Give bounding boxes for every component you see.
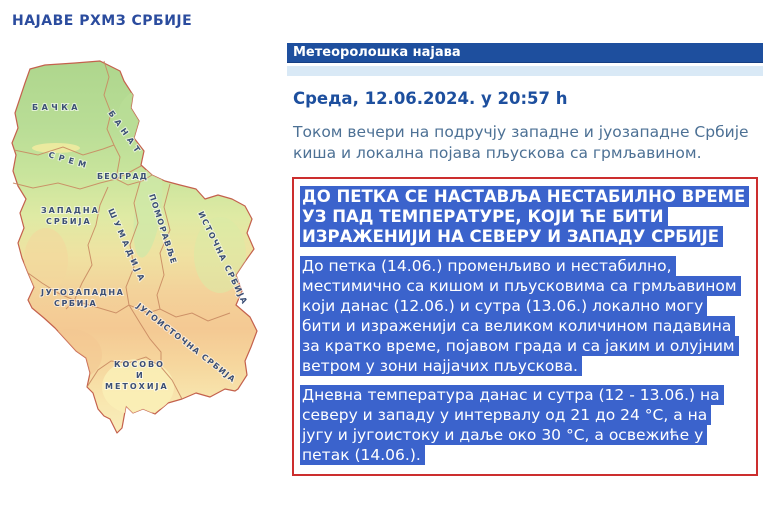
map-label-jugozapadna-srbija-line1: ЈУГОЗАПАДНА	[40, 288, 124, 297]
weather-alert-box: ДО ПЕТКА СЕ НАСТАВЉА НЕСТАБИЛНО ВРЕМЕ УЗ…	[292, 177, 758, 476]
alert-headline: ДО ПЕТКА СЕ НАСТАВЉА НЕСТАБИЛНО ВРЕМЕ УЗ…	[300, 186, 750, 247]
paragraph-line: ветром у зони најјачих пљускова.	[300, 356, 750, 376]
panel-header-title: Метеоролошка најава	[293, 45, 461, 60]
alert-paragraph-1: До петка (14.06.) променљиво и нестабилн…	[300, 256, 750, 376]
map-label-kosovo-line1: КОСОВО	[114, 360, 165, 369]
panel-divider-strip	[287, 66, 763, 76]
serbia-relief-map: БАЧКА БАНАТ СРЕМ БЕОГРАД ЗАПАДНА СРБИЈА …	[8, 55, 278, 445]
alert-paragraph-2: Дневна температура данас и сутра (12 - 1…	[300, 385, 750, 465]
paragraph-line: који данас (12.06.) и сутра (13.06.) лок…	[300, 296, 750, 316]
intro-line: киша и локална појава пљускова са грмљав…	[293, 144, 702, 162]
headline-line: УЗ ПАД ТЕМПЕРАТУРЕ, КОЈИ ЋЕ БИТИ	[300, 206, 750, 227]
paragraph-line: бити и израженији са великом количином п…	[300, 316, 750, 336]
headline-line: ИЗРАЖЕНИЈИ НА СЕВЕРУ И ЗАПАДУ СРБИЈЕ	[300, 226, 750, 247]
map-label-jugozapadna-srbija-line2: СРБИЈА	[54, 299, 97, 308]
paragraph-line: местимично са кишом и пљусковима са грмљ…	[300, 276, 750, 296]
paragraph-line: Дневна температура данас и сутра (12 - 1…	[300, 385, 750, 405]
serbia-map-svg: БАЧКА БАНАТ СРЕМ БЕОГРАД ЗАПАДНА СРБИЈА …	[11, 60, 258, 434]
paragraph-line: До петка (14.06.) променљиво и нестабилн…	[300, 256, 750, 276]
panel-header-bar: Метеоролошка најава	[287, 43, 763, 63]
intro-paragraph: Током вечери на подручју западне и јуоза…	[293, 122, 763, 164]
paragraph-line: југу и југоистоку и даље око 30 °C, а ос…	[300, 425, 750, 445]
page-title: НАЈАВЕ РХМЗ СРБИЈЕ	[12, 13, 193, 29]
intro-line: Током вечери на подручју западне и јуоза…	[293, 123, 749, 141]
headline-line: ДО ПЕТКА СЕ НАСТАВЉА НЕСТАБИЛНО ВРЕМЕ	[300, 186, 750, 207]
map-label-beograd: БЕОГРАД	[97, 172, 148, 181]
paragraph-line: северу и западу у интервалу од 21 до 24 …	[300, 405, 750, 425]
paragraph-line: за кратко време, појавом града и са јаки…	[300, 336, 750, 356]
map-label-zapadna-srbija-line2: СРБИЈА	[46, 217, 92, 226]
announcement-panel: Метеоролошка најава Среда, 12.06.2024. у…	[287, 43, 763, 476]
map-label-kosovo-line3: МЕТОХИЈА	[105, 382, 169, 391]
map-label-kosovo-line2: И	[136, 371, 145, 380]
region-borders	[12, 60, 231, 400]
paragraph-line: петак (14.06.).	[300, 445, 750, 465]
date-heading: Среда, 12.06.2024. у 20:57 h	[293, 89, 568, 108]
map-label-zapadna-srbija-line1: ЗАПАДНА	[41, 206, 100, 215]
map-label-backa: БАЧКА	[32, 103, 81, 112]
